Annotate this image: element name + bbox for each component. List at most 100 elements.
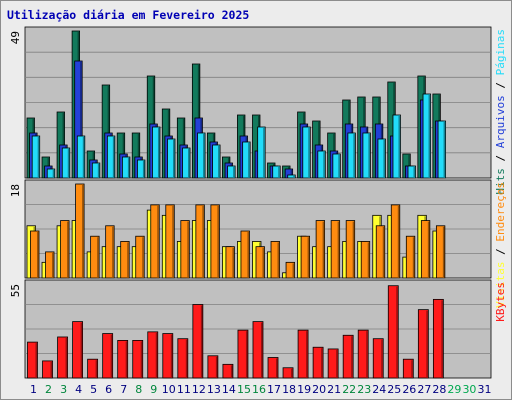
bar-visits-endereços-day-10 [165,204,175,279]
bar-visits-endereços-day-19 [300,235,310,279]
bar-hits-páginas-day-3-body [61,147,71,179]
bar-hits-páginas-day-20 [317,150,326,179]
bar-hits-páginas-day-9 [152,126,161,179]
bar-kbytes-kbytes-day-9 [147,331,159,379]
bar-hits-páginas-day-27-body [422,93,431,179]
bar-kbytes-kbytes-day-8-shade [140,341,143,378]
bar-kbytes-kbytes-day-26-shade [411,360,413,378]
bar-kbytes-kbytes-day-3-body [57,336,68,379]
bar-visits-endereços-day-27-body [420,220,431,279]
bar-visits-endereços-day-14 [225,246,235,279]
bar-kbytes-kbytes-day-16-body [252,321,264,379]
bar-visits-endereços-day-18 [285,261,295,279]
bar-kbytes-kbytes-day-25 [387,285,399,379]
bar-hits-páginas-day-22-shade [353,134,355,178]
bar-kbytes-kbytes-day-7-shade [125,341,128,378]
bar-hits-páginas-day-26 [407,165,416,179]
day-label-16: 16 [252,383,266,396]
bar-hits-páginas-day-28-body [437,120,446,179]
bar-hits-páginas-day-4-shade [82,137,85,178]
legend-endereços: Endereços [494,182,507,242]
bar-hits-páginas-day-21-shade [338,155,340,178]
bar-kbytes-kbytes-day-10 [162,333,174,379]
bar-visits-endereços-day-14-shade [232,247,235,278]
bar-visits-endereços-day-1-shade [37,232,39,278]
bar-hits-páginas-day-8 [137,159,146,179]
bar-kbytes-kbytes-day-25-body [387,285,399,379]
bar-hits-páginas-day-28-shade [443,122,446,178]
bar-kbytes-kbytes-day-26-body [402,358,414,379]
bar-visits-endereços-day-5-body [90,235,100,279]
bar-visits-endereços-day-6-shade [112,226,114,278]
bar-hits-páginas-day-11-shade [188,149,190,178]
bar-hits-páginas-day-21 [332,153,341,179]
bar-visits-endereços-day-11-shade [187,221,189,278]
bar-hits-páginas-day-13-body [212,144,221,179]
bar-hits-páginas-day-17 [272,165,281,179]
side-legend-visits: Visitas / Endereços [494,182,507,308]
day-label-7: 7 [120,383,127,396]
bar-visits-endereços-day-15-shade [247,232,250,278]
bar-kbytes-kbytes-day-20-body [312,346,324,379]
day-label-18: 18 [282,383,296,396]
bar-visits-endereços-day-25-body [390,204,401,279]
bar-kbytes-kbytes-day-28-body [432,298,444,379]
bar-hits-páginas-day-19-body [302,126,311,179]
bar-kbytes-kbytes-day-23-body [357,329,369,379]
bar-visits-endereços-day-6 [105,225,115,279]
bar-visits-endereços-day-7-body [120,241,130,279]
bar-hits-páginas-day-18-shade [293,176,295,178]
bar-visits-endereços-day-8 [135,235,145,279]
bar-visits-endereços-day-7-shade [127,242,129,278]
bar-hits-páginas-day-27 [422,93,431,179]
bar-hits-páginas-day-16-body [257,126,266,179]
bar-visits-endereços-day-22-body [345,220,356,279]
bar-hits-páginas-day-11 [182,147,191,179]
bar-hits-páginas-day-24 [377,138,386,179]
bar-kbytes-kbytes-day-21 [327,348,339,379]
bar-visits-endereços-day-25-shade [397,205,400,278]
bar-hits-páginas-day-1-body [31,135,41,179]
bar-kbytes-kbytes-day-11 [177,338,189,379]
bar-hits-páginas-day-13 [212,144,221,179]
bar-visits-endereços-day-16-shade [262,247,265,278]
bar-hits-páginas-day-14 [227,165,236,179]
day-label-21: 21 [327,383,341,396]
bar-kbytes-kbytes-day-15-shade [245,331,248,378]
bar-visits-endereços-day-9-body [150,204,160,279]
bar-visits-endereços-day-2-body [45,251,55,279]
bar-visits-endereços-day-1 [30,230,40,279]
day-label-8: 8 [135,383,142,396]
bar-kbytes-kbytes-day-28 [432,298,444,379]
bar-visits-endereços-day-23 [360,241,371,279]
bar-visits-endereços-day-4-shade [82,185,84,278]
bar-hits-páginas-day-7-body [121,156,131,179]
bar-kbytes-kbytes-day-23-shade [366,331,368,378]
bar-visits-endereços-day-22 [345,220,356,279]
bar-hits-páginas-day-12-body [197,132,206,179]
bar-kbytes-kbytes-day-21-body [327,348,339,379]
bar-kbytes-kbytes-day-2-body [42,360,53,379]
bar-visits-endereços-day-20 [315,220,326,279]
day-label-6: 6 [105,383,112,396]
day-label-2: 2 [45,383,52,396]
bar-visits-endereços-day-2 [45,251,55,279]
bar-kbytes-kbytes-day-19-body [297,329,309,379]
bar-visits-endereços-day-6-body [105,225,115,279]
bar-kbytes-kbytes-day-16-shade [260,322,263,378]
bar-hits-páginas-day-13-shade [218,146,220,178]
bar-visits-endereços-day-14-body [225,246,235,279]
bar-visits-endereços-day-20-body [315,220,326,279]
bar-visits-endereços-day-4-body [75,183,85,279]
bar-kbytes-kbytes-day-23 [357,329,369,379]
bar-kbytes-kbytes-day-8-body [132,339,144,379]
bar-kbytes-kbytes-day-17 [267,357,279,379]
bar-hits-páginas-day-3-shade [67,149,70,178]
bar-visits-endereços-day-24-body [375,225,386,279]
bar-visits-endereços-day-1-body [30,230,40,279]
bar-hits-páginas-day-22 [347,132,356,179]
bar-visits-endereços-day-9-shade [157,205,159,278]
bar-hits-páginas-day-15-body [242,141,251,179]
day-label-11: 11 [177,383,191,396]
